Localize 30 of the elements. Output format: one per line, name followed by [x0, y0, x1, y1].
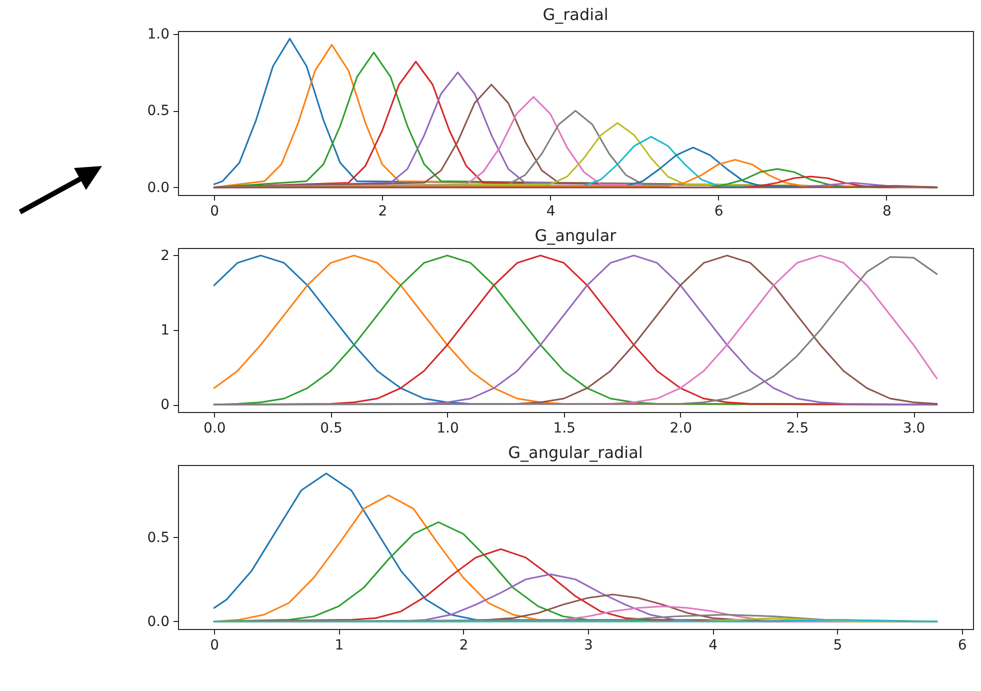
y-tick-label: 0.0: [147, 180, 170, 196]
x-tick-label: 0.5: [320, 420, 342, 436]
x-tick-label: 2.0: [670, 420, 692, 436]
chart-title: G_angular_radial: [508, 443, 643, 462]
chart-title: G_radial: [542, 5, 608, 24]
x-tick-label: 3.0: [902, 420, 926, 436]
x-tick-label: 1.5: [553, 420, 576, 436]
x-tick-label: 6: [958, 638, 967, 654]
x-tick-label: 6: [714, 204, 724, 220]
x-tick-label: 1.0: [436, 420, 459, 436]
y-tick-label: 0: [160, 397, 170, 414]
x-tick-label: 0.0: [204, 420, 226, 436]
x-tick-label: 2: [459, 638, 468, 654]
x-tick-label: 2.5: [786, 420, 809, 436]
x-tick-label: 4: [546, 204, 556, 220]
x-tick-label: 5: [833, 638, 842, 654]
y-tick-label: 0.0: [147, 614, 170, 630]
x-tick-label: 0: [210, 638, 220, 654]
x-tick-label: 2: [378, 204, 388, 220]
y-tick-label: 0.5: [147, 103, 170, 120]
x-tick-label: 3: [584, 638, 593, 654]
y-tick-label: 1: [160, 322, 170, 338]
x-tick-label: 0: [210, 204, 220, 220]
x-tick-label: 4: [708, 638, 718, 654]
x-tick-label: 1: [334, 638, 344, 654]
x-tick-label: 8: [882, 204, 892, 220]
chart-title: G_angular: [534, 226, 617, 245]
y-tick-label: 0.5: [147, 530, 170, 546]
y-tick-label: 2: [160, 248, 170, 264]
y-tick-label: 1.0: [147, 26, 170, 43]
